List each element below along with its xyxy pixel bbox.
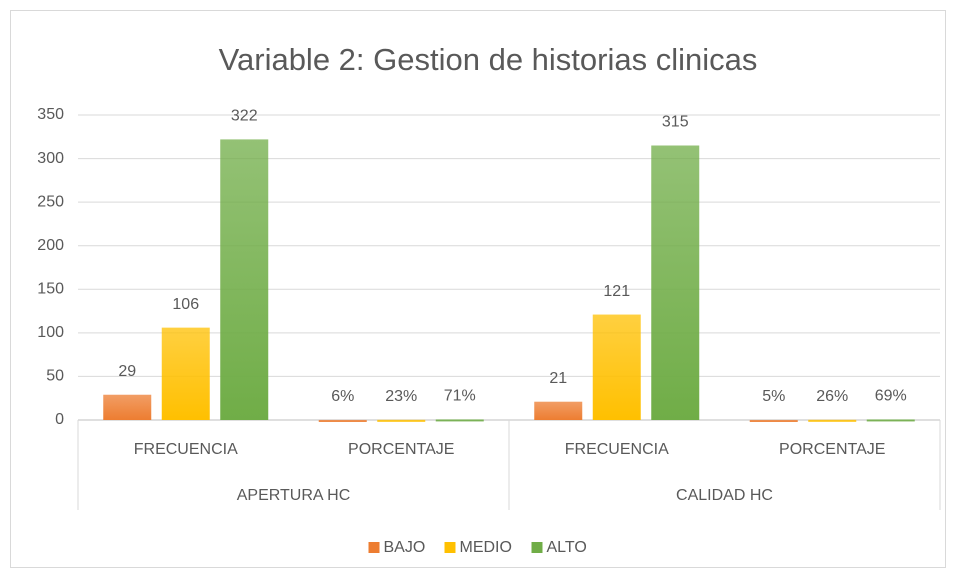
data-label: 69% xyxy=(875,388,907,405)
legend-swatch xyxy=(531,542,543,553)
data-label: 21 xyxy=(549,370,567,387)
data-label: 121 xyxy=(603,283,630,300)
bar xyxy=(103,394,152,420)
bar xyxy=(808,419,857,422)
legend-label: MEDIO xyxy=(460,539,512,556)
legend-label: BAJO xyxy=(384,539,426,556)
data-label: 5% xyxy=(762,388,785,405)
legend-swatch xyxy=(368,542,380,553)
data-label: 322 xyxy=(231,108,258,125)
x-tick-label: PORCENTAJE xyxy=(779,441,885,458)
y-tick-label: 150 xyxy=(37,281,64,298)
chart-title: Variable 2: Gestion de historias clinica… xyxy=(219,42,758,77)
y-tick-label: 250 xyxy=(37,193,64,210)
bar xyxy=(592,314,641,420)
bar xyxy=(318,419,367,422)
data-label: 26% xyxy=(816,388,848,405)
data-label: 315 xyxy=(662,114,689,131)
bar xyxy=(651,145,700,420)
bar xyxy=(377,419,426,422)
bar xyxy=(534,401,583,420)
y-tick-label: 50 xyxy=(46,368,64,385)
legend-swatch xyxy=(444,542,456,553)
bar xyxy=(749,419,798,422)
bar xyxy=(866,419,915,422)
y-tick-label: 200 xyxy=(37,237,64,254)
y-tick-label: 350 xyxy=(37,106,64,123)
data-label: 6% xyxy=(331,388,354,405)
data-label: 23% xyxy=(385,388,417,405)
bar xyxy=(161,327,210,420)
data-label: 71% xyxy=(444,388,476,405)
group-label: APERTURA HC xyxy=(237,487,351,504)
y-tick-label: 100 xyxy=(37,324,64,341)
y-tick-label: 0 xyxy=(55,411,64,428)
group-label: CALIDAD HC xyxy=(676,487,773,504)
bar xyxy=(435,419,484,422)
bar xyxy=(220,139,269,420)
data-label: 106 xyxy=(172,296,199,313)
x-tick-label: FRECUENCIA xyxy=(134,441,238,458)
x-tick-label: PORCENTAJE xyxy=(348,441,454,458)
y-tick-label: 300 xyxy=(37,150,64,167)
data-label: 29 xyxy=(118,363,136,380)
legend-label: ALTO xyxy=(547,539,587,556)
x-tick-label: FRECUENCIA xyxy=(565,441,669,458)
